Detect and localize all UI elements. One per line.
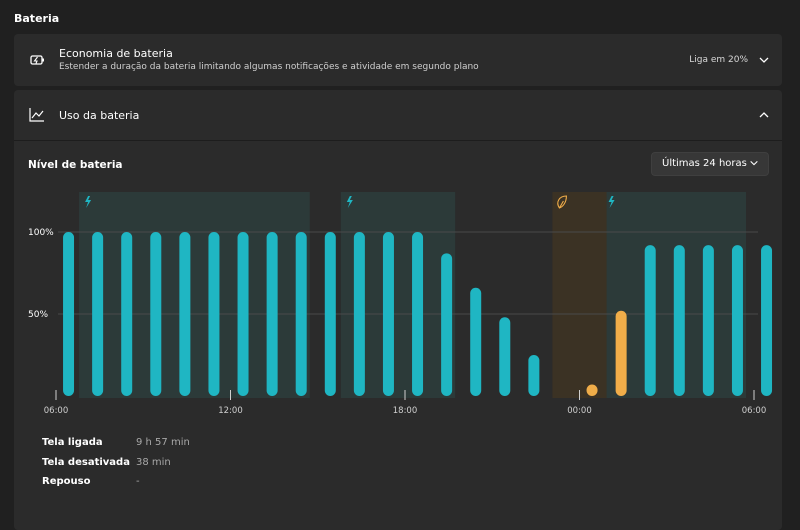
battery-bar	[121, 232, 133, 396]
chevron-down-icon[interactable]	[758, 54, 770, 66]
battery-bar	[761, 245, 773, 396]
battery-bar	[179, 232, 191, 396]
x-tick-label: 00:00	[567, 406, 592, 416]
battery-bar	[266, 232, 278, 396]
saver-bar	[615, 310, 627, 396]
stat-value-screen-on: 9 h 57 min	[136, 437, 190, 448]
stat-label-sleep: Repouso	[42, 476, 91, 487]
battery-bar	[731, 245, 743, 396]
battery-saver-icon	[30, 55, 44, 65]
stat-value-sleep: -	[136, 476, 140, 487]
charging-icon	[85, 196, 92, 208]
battery-bar	[499, 317, 511, 396]
battery-bar	[295, 232, 307, 396]
x-tick-label: 18:00	[393, 406, 418, 416]
line-chart-icon	[29, 108, 44, 122]
battery-usage-card: Uso da bateria Nível de bateria Últimas …	[14, 90, 782, 530]
battery-bar	[150, 232, 162, 396]
battery-bar	[63, 232, 75, 396]
battery-bar	[353, 232, 365, 396]
battery-level-chart: 100% 50% 06:00 12:00 18:00 00:00 06:00	[28, 192, 773, 416]
battery-bar	[237, 232, 249, 396]
y-tick-label: 100%	[28, 228, 54, 238]
battery-bar	[324, 232, 336, 396]
section-title: Bateria	[14, 12, 60, 25]
battery-bar	[92, 232, 104, 396]
leaf-icon	[557, 195, 567, 209]
x-tick-label: 06:00	[742, 406, 767, 416]
stat-label-screen-off: Tela desativada	[42, 457, 130, 468]
battery-bar	[412, 232, 424, 396]
battery-saver-threshold: Liga em 20%	[689, 55, 748, 65]
battery-saver-card[interactable]: Economia de bateria Estender a duração d…	[14, 34, 782, 86]
saver-band	[552, 192, 607, 398]
chart-title: Nível de bateria	[28, 159, 123, 171]
charging-icon	[346, 196, 353, 208]
chevron-up-icon[interactable]	[758, 109, 770, 121]
battery-bar	[528, 355, 540, 396]
x-tick-label: 12:00	[218, 406, 243, 416]
battery-saver-subtitle: Estender a duração da bateria limitando …	[59, 62, 479, 72]
x-tick-label: 06:00	[44, 406, 69, 416]
battery-saver-title: Economia de bateria	[59, 47, 173, 60]
battery-bar	[470, 287, 482, 396]
chevron-down-icon	[750, 160, 758, 166]
battery-bar	[382, 232, 394, 396]
time-range-dropdown[interactable]: Últimas 24 horas	[651, 152, 769, 176]
battery-bar	[673, 245, 685, 396]
battery-bar	[208, 232, 220, 396]
battery-usage-title: Uso da bateria	[59, 109, 140, 122]
stat-value-screen-off: 38 min	[136, 457, 171, 468]
charging-icon	[608, 196, 615, 208]
time-range-label: Últimas 24 horas	[662, 158, 747, 169]
y-tick-label: 50%	[28, 310, 48, 320]
battery-bar	[702, 245, 714, 396]
battery-bar	[441, 253, 453, 396]
battery-usage-header[interactable]: Uso da bateria	[14, 90, 782, 141]
stat-label-screen-on: Tela ligada	[42, 437, 103, 448]
saver-bar	[586, 384, 598, 396]
battery-bar	[644, 245, 656, 396]
